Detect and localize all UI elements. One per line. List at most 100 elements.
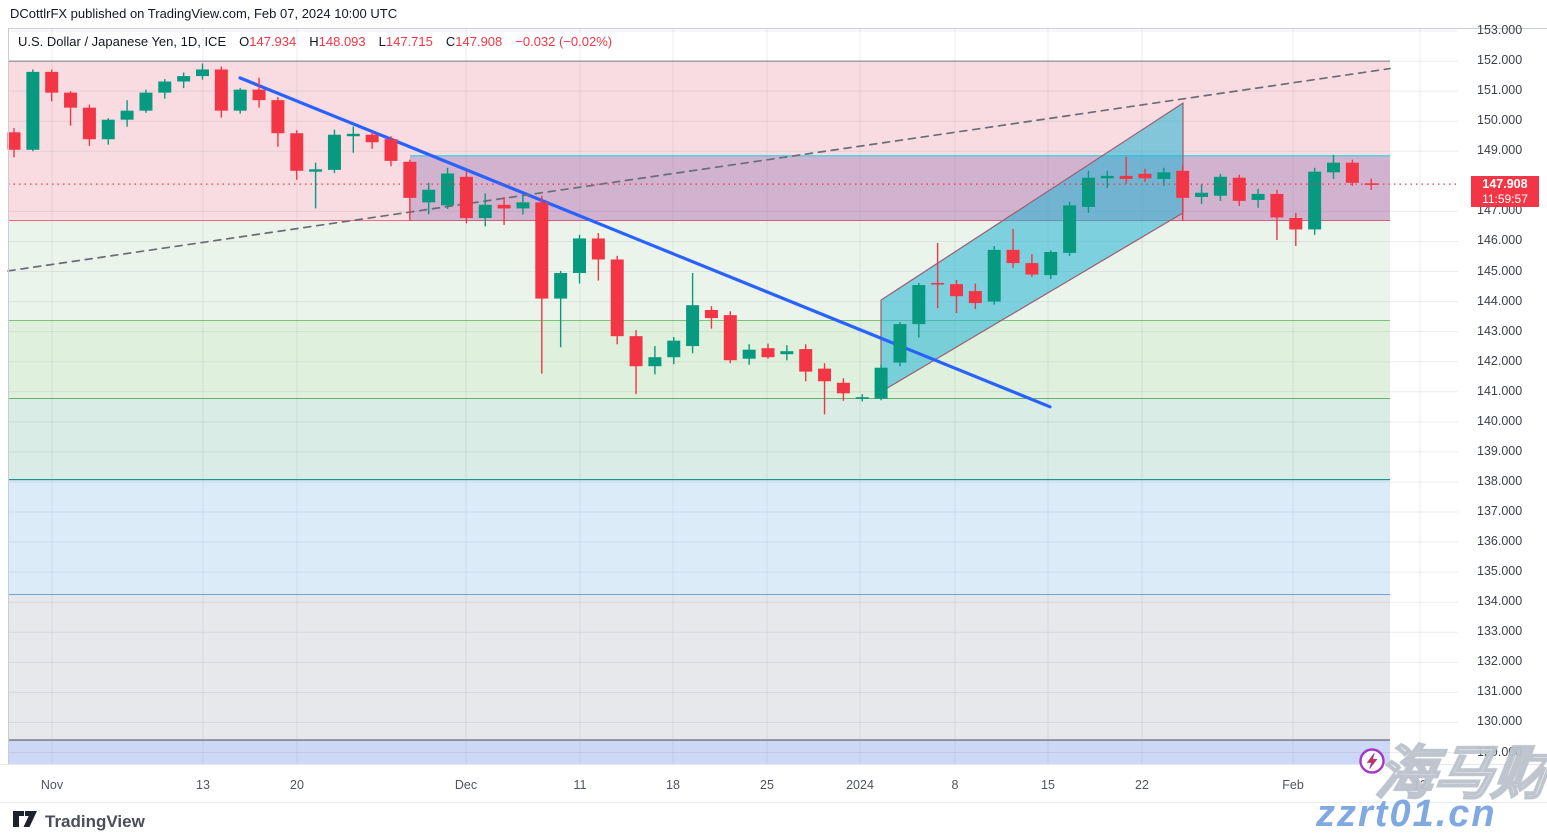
candle-body (1251, 193, 1265, 200)
ohlc-low: L147.715 (378, 34, 433, 49)
time-axis-label: 12 (1413, 778, 1427, 792)
ohlc-high: H148.093 (309, 34, 366, 49)
lightning-icon[interactable] (1357, 746, 1387, 781)
candle-body (893, 324, 907, 363)
candle-body (101, 119, 115, 140)
publish-line: DCottlrFX published on TradingView.com, … (10, 6, 398, 21)
candle-body (1195, 192, 1209, 197)
chart-top-border (8, 28, 1547, 29)
price-axis-label: 143.000 (1477, 323, 1523, 338)
price-axis-label: 146.000 (1477, 233, 1523, 248)
price-axis-label: 138.000 (1477, 473, 1523, 488)
candle-body (516, 202, 530, 209)
candle-body (139, 92, 153, 111)
tradingview-footer[interactable]: TradingView (12, 808, 145, 835)
tradingview-brand-text: TradingView (45, 811, 145, 831)
price-axis-label: 141.000 (1477, 383, 1523, 398)
time-axis-label: 22 (1135, 778, 1149, 792)
candle-body (855, 397, 869, 399)
candle-body (233, 89, 247, 111)
candle-body (704, 310, 718, 319)
time-axis-separator (0, 764, 1547, 765)
zone-support-blue (8, 480, 1390, 596)
price-axis-label: 130.000 (1477, 714, 1523, 729)
candle-body (478, 204, 492, 219)
price-axis-label: 135.000 (1477, 564, 1523, 579)
candle-body (384, 139, 398, 161)
candle-body (403, 161, 417, 198)
candle-body (836, 382, 850, 394)
price-axis-label: 134.000 (1477, 594, 1523, 609)
time-axis-label: 20 (290, 778, 304, 792)
candle-body (1081, 177, 1095, 207)
price-axis-label: 139.000 (1477, 443, 1523, 458)
candle-body (987, 249, 1001, 302)
candle-body (723, 315, 737, 361)
price-axis-label: 131.000 (1477, 684, 1523, 699)
time-axis-label: Dec (454, 778, 478, 792)
candle-body (1270, 193, 1284, 218)
candle-body (45, 71, 59, 93)
candles (7, 63, 1378, 415)
time-axis-label: 2024 (846, 778, 874, 792)
symbol-title[interactable]: U.S. Dollar / Japanese Yen, 1D, ICE (18, 34, 227, 49)
candle-body (177, 76, 191, 82)
change-readout: −0.032 (−0.02%) (515, 34, 613, 49)
candle-body (818, 368, 832, 382)
candle-body (629, 336, 643, 367)
time-axis-label: 15 (1041, 778, 1055, 792)
candle-body (667, 340, 681, 358)
candle-body (158, 81, 172, 93)
candle-body (365, 134, 379, 143)
rising-dashed-trendline[interactable] (7, 67, 1391, 272)
candle-body (1006, 249, 1020, 264)
price-axis-label: 152.000 (1477, 53, 1523, 68)
price-axis-label: 151.000 (1477, 83, 1523, 98)
candle-body (1063, 205, 1077, 253)
time-axis-label: 13 (196, 778, 210, 792)
zone-support-green-1 (8, 221, 1390, 321)
candle-body (610, 259, 624, 337)
candle-body (120, 110, 134, 120)
last-price-value: 147.908 (1482, 177, 1528, 191)
price-axis-label: 133.000 (1477, 624, 1523, 639)
candle-body (7, 132, 21, 150)
candle-body (1176, 170, 1190, 198)
price-axis-label: 145.000 (1477, 263, 1523, 278)
candle-body (1289, 218, 1303, 230)
price-axis-label: 129.000 (1477, 744, 1523, 759)
candle-body (554, 273, 568, 299)
candle-body (573, 238, 586, 274)
ohlc-close: C147.908 (445, 34, 503, 49)
candle-body (252, 89, 266, 101)
candle-body (441, 173, 455, 206)
candle-body (196, 69, 209, 77)
price-axis-label: 136.000 (1477, 534, 1523, 549)
price-axis-label: 140.000 (1477, 413, 1523, 428)
time-axis-label: 8 (951, 778, 959, 792)
candle-body (1345, 162, 1359, 183)
candle-body (591, 238, 605, 260)
candle-body (931, 282, 945, 285)
footer-separator (0, 802, 1547, 803)
price-axis-label: 132.000 (1477, 654, 1523, 669)
candle-body (1157, 172, 1171, 179)
ohlc-open: O147.934 (239, 34, 297, 49)
candle-body (1364, 183, 1378, 185)
descending-trendline[interactable] (238, 76, 1052, 409)
zone-support-teal (8, 398, 1390, 481)
price-axis-label: 144.000 (1477, 293, 1523, 308)
candle-body (214, 69, 228, 111)
price-axis-label: 137.000 (1477, 504, 1523, 519)
candle-body (686, 305, 700, 347)
candle-body (309, 169, 323, 172)
symbol-legend[interactable]: U.S. Dollar / Japanese Yen, 1D, ICE O147… (18, 34, 612, 49)
candle-body (1100, 175, 1114, 179)
time-axis-label: 11 (573, 778, 587, 792)
candle-body (950, 284, 963, 297)
candle-body (1308, 171, 1322, 230)
tradingview-logo-icon[interactable] (12, 808, 38, 835)
candle-body (761, 348, 775, 358)
